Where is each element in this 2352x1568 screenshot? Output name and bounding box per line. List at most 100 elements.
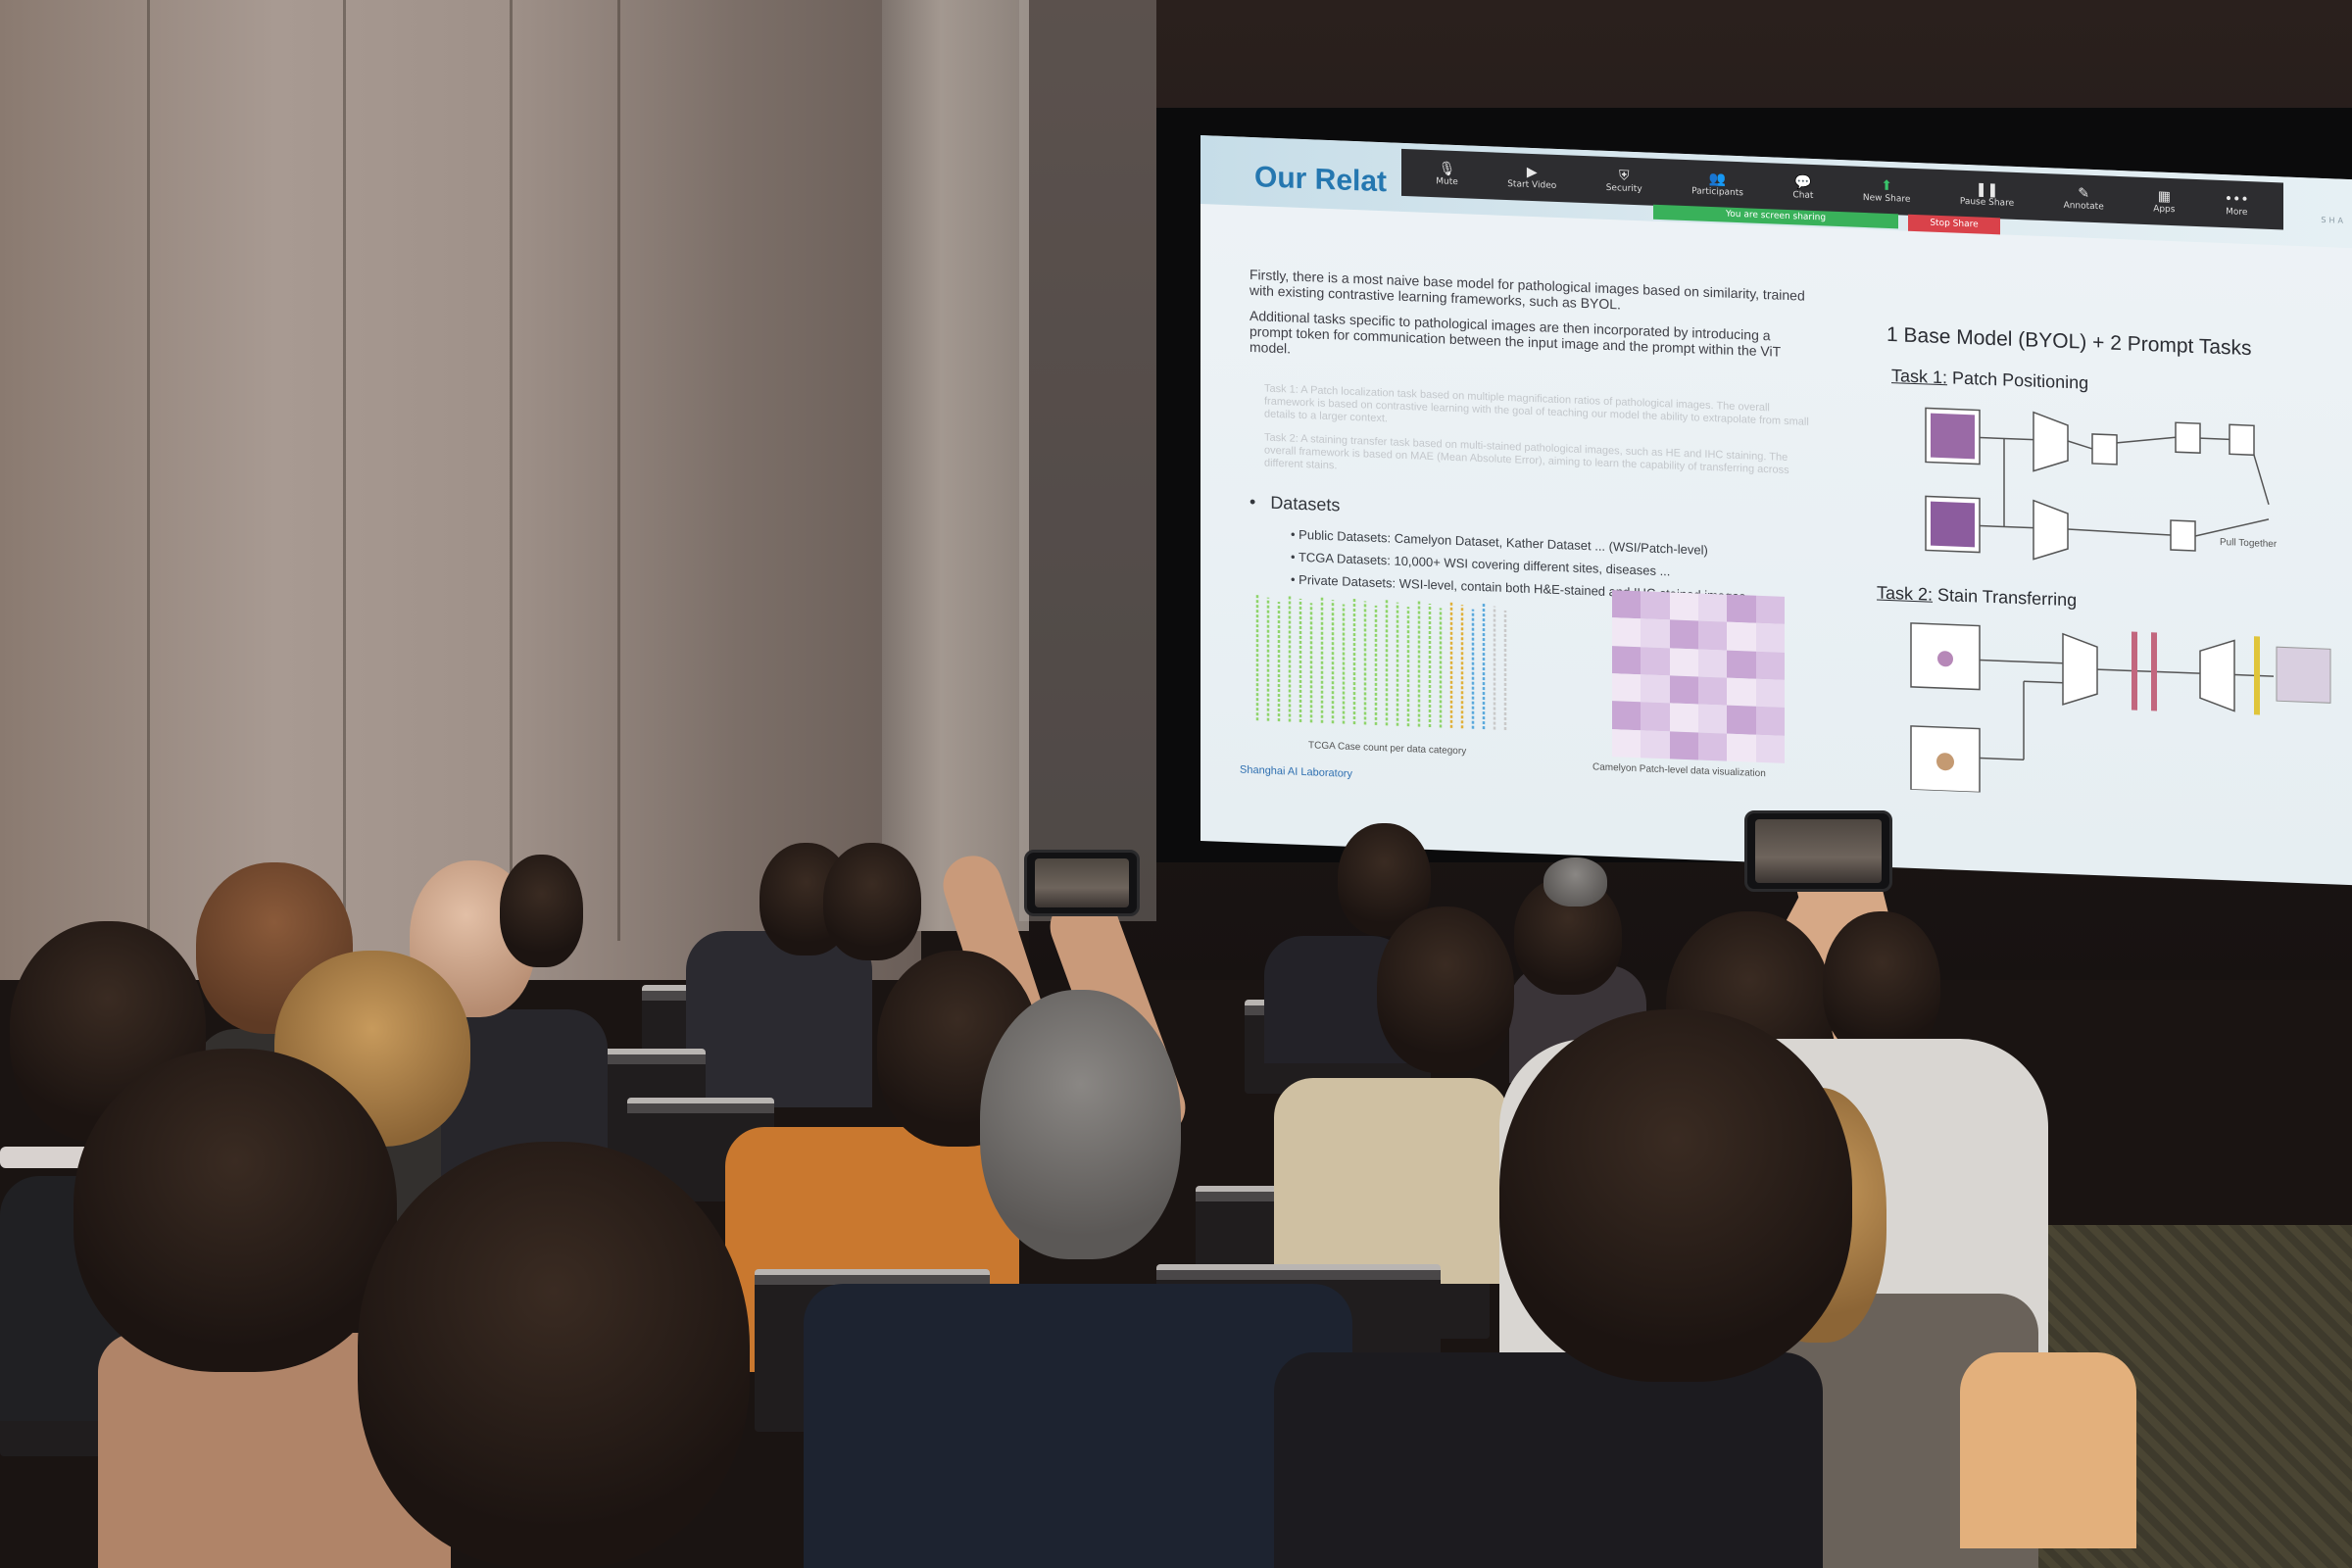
mosaic-caption: Camelyon Patch-level data visualization bbox=[1592, 761, 1766, 780]
zoom-toolbar-item[interactable]: 🎙 Mute bbox=[1436, 161, 1458, 187]
zoom-toolbar-label: Mute bbox=[1436, 176, 1458, 188]
zoom-toolbar-item[interactable]: ••• More bbox=[2225, 191, 2249, 218]
attendee-head bbox=[1377, 906, 1514, 1073]
he-cell-icon bbox=[1937, 651, 1953, 667]
zoom-toolbar-label: Participants bbox=[1691, 186, 1743, 199]
stop-share-button[interactable]: Stop Share bbox=[1908, 214, 2000, 235]
pull-together-label: Pull Together bbox=[2220, 536, 2278, 551]
attendee-body bbox=[1274, 1352, 1823, 1568]
microphone-icon: 🎙 bbox=[1438, 161, 1456, 178]
tissue-patch bbox=[1641, 702, 1670, 732]
intro-paragraph: Additional tasks specific to pathologica… bbox=[1250, 307, 1781, 360]
attendee-head bbox=[980, 990, 1181, 1259]
zoom-toolbar-item[interactable]: ▦ Apps bbox=[2153, 188, 2176, 216]
wall-panel-seam bbox=[343, 0, 346, 941]
tissue-patch bbox=[1612, 673, 1642, 703]
zoom-toolbar-label: Pause Share bbox=[1959, 196, 2015, 209]
video-camera-icon: ▶ bbox=[1526, 164, 1538, 181]
stain-transfer-diagram bbox=[1910, 622, 2331, 794]
chart-caption: TCGA Case count per data category bbox=[1308, 740, 1467, 758]
smartphone bbox=[1024, 850, 1140, 916]
token-bar bbox=[2151, 632, 2157, 711]
zoom-toolbar-item[interactable]: ✎ Annotate bbox=[2063, 185, 2104, 213]
tissue-patch bbox=[1641, 729, 1670, 760]
participants-icon: 👥 bbox=[1708, 171, 1727, 188]
token-bar bbox=[2254, 636, 2260, 715]
attendee-head bbox=[500, 855, 583, 967]
tissue-patch bbox=[1698, 676, 1728, 706]
tissue-patch bbox=[1727, 594, 1756, 624]
share-screen-icon: ⬆ bbox=[1881, 177, 1892, 195]
tissue-patch bbox=[1669, 731, 1698, 760]
slide-intro: Firstly, there is a most naive base mode… bbox=[1250, 267, 1808, 386]
attendee-body-navy-jacket bbox=[804, 1284, 1352, 1568]
tissue-patch bbox=[1641, 646, 1670, 676]
datasets-heading: • Datasets bbox=[1250, 491, 1341, 515]
pillar bbox=[882, 0, 1029, 931]
patch-positioning-diagram bbox=[1925, 407, 2270, 561]
tissue-patch bbox=[1698, 593, 1728, 622]
more-icon: ••• bbox=[2224, 191, 2249, 209]
tissue-patch bbox=[1669, 592, 1698, 621]
attendee-body bbox=[686, 931, 872, 1107]
tissue-patch bbox=[1698, 649, 1728, 678]
token-bar bbox=[2132, 631, 2137, 710]
pause-icon: ❚❚ bbox=[1975, 181, 1999, 199]
task1-prefix: Task 1: bbox=[1891, 366, 1948, 388]
attendee-head bbox=[823, 843, 921, 960]
zoom-toolbar-item[interactable]: 💬 Chat bbox=[1792, 174, 1813, 201]
tissue-patch bbox=[1698, 732, 1728, 761]
zoom-toolbar-item[interactable]: ⛨ Security bbox=[1606, 168, 1642, 194]
zoom-toolbar-item[interactable]: 👥 Participants bbox=[1691, 171, 1743, 198]
task1-name: Patch Positioning bbox=[1952, 368, 2089, 393]
wall-panel-seam bbox=[147, 0, 150, 941]
tissue-patch bbox=[1612, 617, 1642, 647]
tcga-bar-chart bbox=[1255, 593, 1507, 730]
task2-description: Task 2: A staining transfer task based o… bbox=[1264, 431, 1789, 477]
wall-panel-seam bbox=[617, 0, 620, 941]
tissue-patch bbox=[1669, 648, 1698, 677]
task2-name: Stain Transferring bbox=[1937, 584, 2078, 611]
tissue-patch bbox=[1727, 621, 1756, 652]
tissue-patch bbox=[1669, 703, 1698, 733]
apps-icon: ▦ bbox=[2157, 188, 2171, 206]
zoom-toolbar-label: Security bbox=[1605, 182, 1642, 195]
tissue-patch bbox=[1612, 701, 1642, 730]
patch-thumbnail bbox=[1931, 501, 1975, 548]
patch-thumbnail bbox=[1931, 413, 1975, 460]
chat-icon: 💬 bbox=[1794, 174, 1812, 191]
tissue-patch bbox=[1612, 728, 1642, 759]
tissue-patch bbox=[1641, 618, 1670, 649]
attendee-head bbox=[74, 1049, 397, 1372]
attendee-head bbox=[1544, 858, 1607, 906]
tissue-patch bbox=[1755, 678, 1785, 709]
projected-slide: Our Relat SHA 🎙 Mute ▶ Start Video ⛨ Security… bbox=[1200, 135, 2352, 886]
task2-label: Task 2: Stain Transferring bbox=[1877, 583, 2077, 612]
task1-description: Task 1: A Patch localization task based … bbox=[1264, 382, 1809, 428]
tissue-patch bbox=[1755, 595, 1785, 625]
smartphone bbox=[1744, 810, 1892, 892]
tissue-patch bbox=[1727, 733, 1756, 762]
zoom-toolbar-label: Annotate bbox=[2063, 200, 2104, 213]
tissue-patch bbox=[1698, 704, 1728, 734]
tissue-patch bbox=[1612, 645, 1642, 675]
zoom-toolbar-item[interactable]: ❚❚ Pause Share bbox=[1960, 181, 2014, 209]
right-heading: 1 Base Model (BYOL) + 2 Prompt Tasks bbox=[1886, 322, 2252, 361]
tissue-patch bbox=[1641, 591, 1670, 620]
zoom-toolbar-label: Apps bbox=[2153, 204, 2176, 216]
datasets-heading-text: Datasets bbox=[1270, 492, 1341, 515]
slide-footer: Shanghai AI Laboratory bbox=[1240, 763, 1352, 780]
tissue-patch bbox=[1755, 651, 1785, 680]
pillar-highlight bbox=[1019, 0, 1156, 921]
pencil-icon: ✎ bbox=[2078, 185, 2090, 202]
camelyon-mosaic-image bbox=[1612, 590, 1785, 763]
attendee-head bbox=[1499, 1009, 1852, 1382]
wall-panel-seam bbox=[510, 0, 513, 941]
ihc-cell-icon bbox=[1936, 753, 1954, 771]
attendee-head bbox=[1823, 911, 1940, 1058]
zoom-toolbar-item[interactable]: ⬆ New Share bbox=[1863, 177, 1910, 205]
zoom-toolbar-item[interactable]: ▶ Start Video bbox=[1507, 164, 1556, 191]
tissue-patch bbox=[1727, 705, 1756, 735]
left-wall bbox=[0, 0, 921, 980]
